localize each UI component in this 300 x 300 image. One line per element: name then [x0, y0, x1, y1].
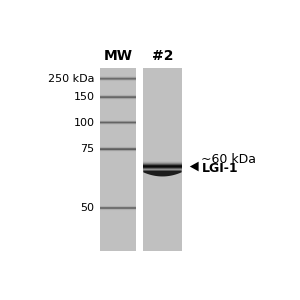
Text: 150: 150	[74, 92, 94, 102]
Polygon shape	[190, 162, 199, 171]
Text: #2: #2	[152, 49, 173, 63]
Polygon shape	[143, 170, 182, 176]
Text: 50: 50	[80, 203, 94, 213]
Bar	[143, 68, 182, 251]
Text: 100: 100	[74, 118, 94, 128]
Text: LGI-1: LGI-1	[201, 162, 238, 175]
Bar	[100, 68, 136, 251]
Text: 75: 75	[80, 144, 94, 154]
Text: 250 kDa: 250 kDa	[48, 74, 94, 84]
Text: ~60 kDa: ~60 kDa	[201, 153, 256, 166]
Text: MW: MW	[104, 49, 133, 63]
